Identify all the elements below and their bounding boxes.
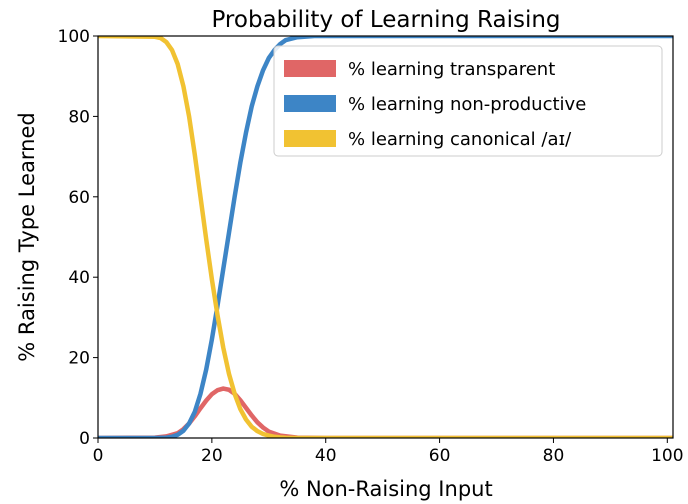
x-tick-label: 40 [315,446,337,466]
x-tick-label: 60 [429,446,451,466]
x-tick-label: 80 [543,446,565,466]
legend-swatch-2 [284,130,336,147]
y-tick-label: 100 [58,27,90,47]
x-axis-ticks: 0 20 40 60 80 100 [93,438,684,466]
x-tick-label: 0 [93,446,104,466]
series-group [98,36,673,438]
y-tick-label: 40 [68,268,90,288]
y-tick-label: 80 [68,107,90,127]
legend-label-0: % learning transparent [348,59,555,80]
x-tick-label: 100 [651,446,683,466]
y-axis-ticks: 0 20 40 60 80 100 [58,27,98,449]
legend: % learning transparent % learning non-pro… [273,45,663,157]
series-line-2 [98,36,673,438]
legend-swatch-1 [284,95,336,112]
y-tick-label: 20 [68,349,90,369]
x-axis-label: % Non-Raising Input [279,477,492,501]
legend-swatch-0 [284,60,336,77]
y-tick-label: 0 [79,429,90,449]
y-axis-label: % Raising Type Learned [15,112,39,361]
plot-frame [97,35,674,439]
plot-area: 0 20 40 60 80 100 0 20 40 60 80 100 [58,27,684,466]
legend-label-1: % learning non-productive [348,94,586,115]
series-line-1 [98,36,673,438]
y-tick-label: 60 [68,188,90,208]
legend-label-2: % learning canonical /aɪ/ [348,129,572,150]
x-tick-label: 20 [201,446,223,466]
legend-frame [273,45,663,157]
chart-title: Probability of Learning Raising [211,7,560,33]
